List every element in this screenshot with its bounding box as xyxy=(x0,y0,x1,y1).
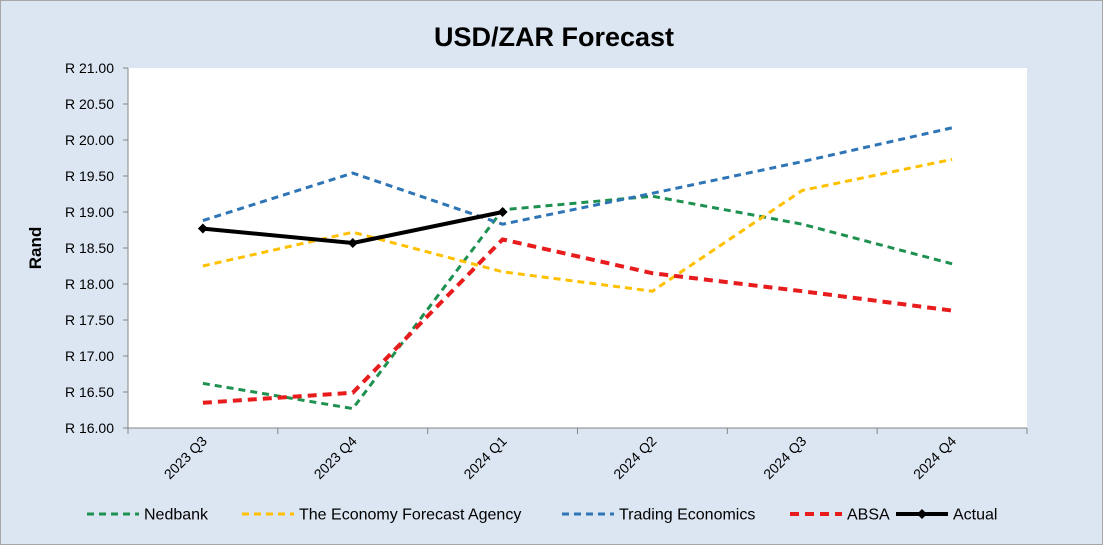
data-point-actual xyxy=(497,207,508,217)
y-tick-label: R 16.50 xyxy=(65,384,114,400)
series-line-nedbank xyxy=(202,194,953,411)
legend-label-trading-economics: Trading Economics xyxy=(619,507,755,524)
legend-label-the-economy-forecast-agency: The Economy Forecast Agency xyxy=(299,507,521,524)
series-line-the-economy-forecast-agency xyxy=(202,157,953,293)
y-tick-label: R 16.00 xyxy=(65,420,114,436)
y-tick-label: R 20.50 xyxy=(65,96,114,112)
data-point-actual xyxy=(347,237,358,248)
data-point-actual xyxy=(197,223,208,234)
y-tick-label: R 21.00 xyxy=(65,60,114,76)
y-axis-label: Rand xyxy=(26,227,45,270)
y-tick-label: R 19.50 xyxy=(65,168,114,184)
y-tick-label: R 19.00 xyxy=(65,204,114,220)
legend-marker-actual xyxy=(917,509,927,519)
x-tick-label: 2024 Q2 xyxy=(610,433,659,482)
x-tick-label: 2024 Q1 xyxy=(460,433,509,482)
x-tick-label: 2023 Q4 xyxy=(311,433,360,482)
x-tick-label: 2024 Q3 xyxy=(760,433,809,482)
y-tick-label: R 18.50 xyxy=(65,240,114,256)
legend-label-actual: Actual xyxy=(953,507,997,524)
y-tick-label: R 20.00 xyxy=(65,132,114,148)
series-line-absa xyxy=(202,237,953,405)
x-tick-label: 2023 Q3 xyxy=(161,433,210,482)
legend-label-nedbank: Nedbank xyxy=(144,507,209,524)
y-tick-label: R 17.00 xyxy=(65,348,114,364)
y-tick-label: R 17.50 xyxy=(65,312,114,328)
chart-title: USD/ZAR Forecast xyxy=(434,22,674,52)
x-tick-label: 2024 Q4 xyxy=(910,433,959,482)
y-tick-label: R 18.00 xyxy=(65,276,114,292)
legend-label-absa: ABSA xyxy=(847,507,890,524)
